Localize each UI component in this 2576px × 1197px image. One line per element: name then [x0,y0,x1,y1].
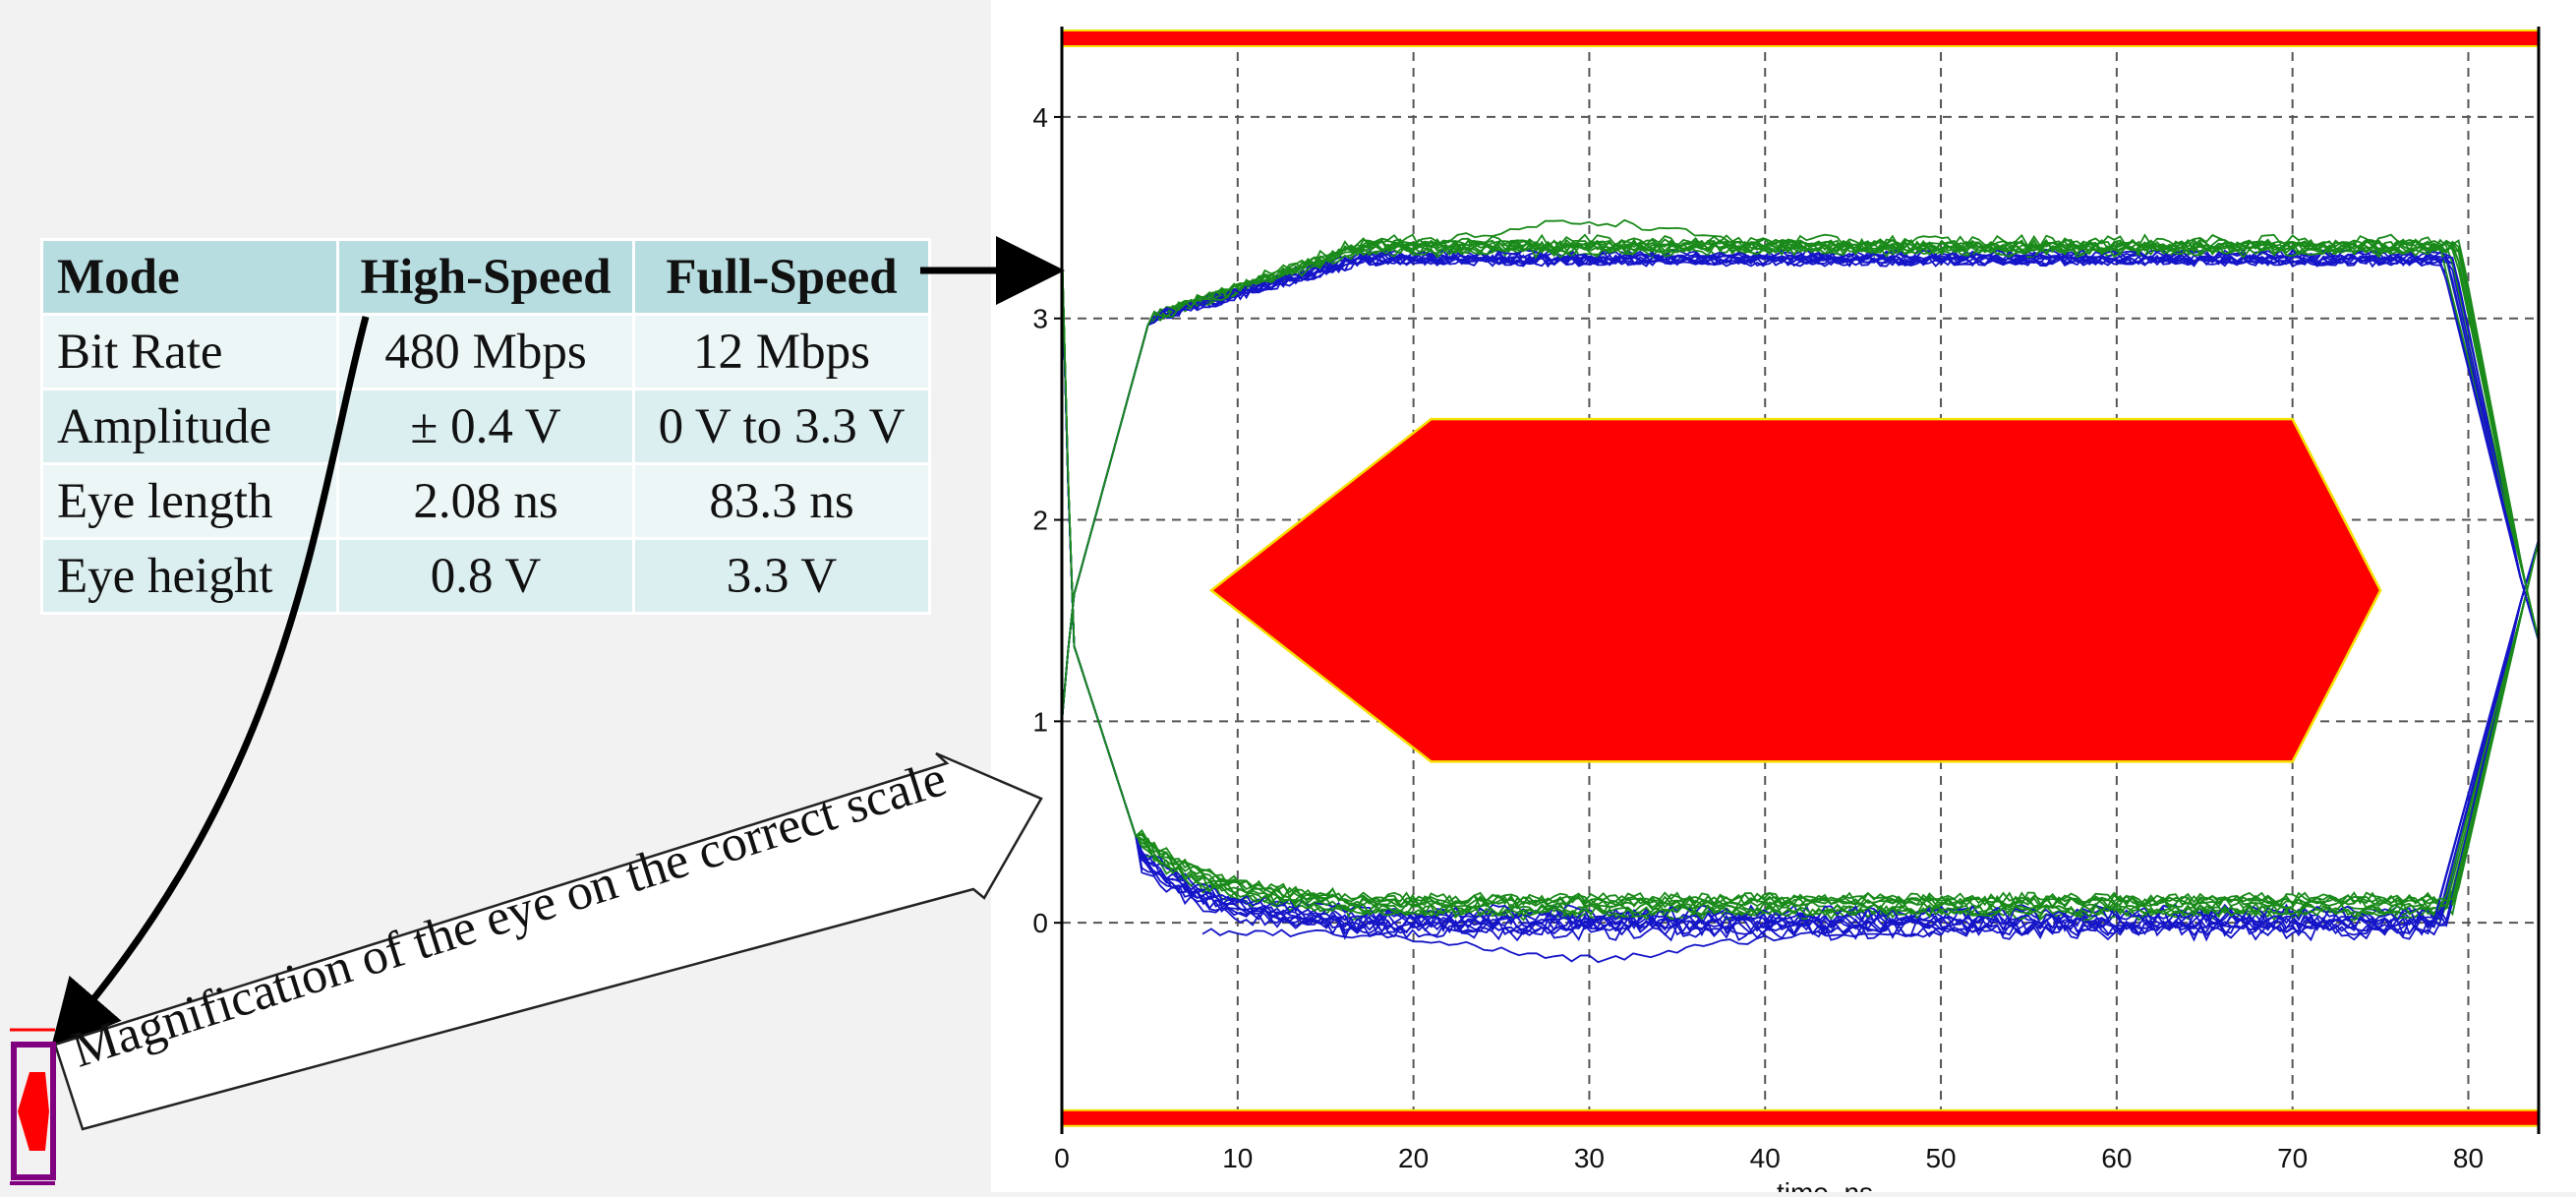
undershoot-trace [1201,928,1942,964]
high-level-trace [1061,239,2540,722]
cell-full-speed-eye-length: 83.3 ns [632,462,931,540]
y-tick-label: 4 [1032,102,1048,133]
high-level-trace [1061,244,2540,722]
header-high-speed: High-Speed [336,238,635,316]
y-tick-label: 1 [1032,706,1048,737]
x-tick-label: 10 [1222,1143,1253,1173]
x-tick-label: 30 [1574,1143,1605,1173]
x-tick-label: 40 [1750,1143,1781,1173]
tick-labels: 0 10 20 30 40 50 60 70 80 0 1 2 3 4 [1032,102,2484,1173]
low-level-trace [1061,258,2540,942]
table-row: Bit Rate 480 Mbps 12 Mbps [40,313,931,390]
mini-eye-mask [18,1072,49,1151]
magnification-block-arrow [53,751,1043,1131]
high-level-trace [1061,248,2540,722]
eye-traces [1061,218,2540,964]
table-row: Eye length 2.08 ns 83.3 ns [40,462,931,540]
header-mode: Mode [40,238,339,316]
row-label-amplitude: Amplitude [40,388,339,465]
cell-high-speed-amplitude: ± 0.4 V [336,388,635,465]
x-tick-label: 0 [1054,1143,1070,1173]
cell-high-speed-eye-length: 2.08 ns [336,462,635,540]
y-tick-label: 3 [1032,304,1048,334]
cell-high-speed-eye-height: 0.8 V [336,537,635,615]
eye-mask-polygon [1208,417,2382,763]
high-level-trace [1061,253,2540,722]
cell-high-speed-bit-rate: 480 Mbps [336,313,635,390]
cell-full-speed-amplitude: 0 V to 3.3 V [632,388,931,465]
table-row: Eye height 0.8 V 3.3 V [40,537,931,615]
usb-spec-table: Mode High-Speed Full-Speed Bit Rate 480 … [40,238,931,615]
row-label-bit-rate: Bit Rate [40,313,339,390]
header-full-speed: Full-Speed [632,238,931,316]
low-level-trace [1061,258,2540,924]
table-row: Amplitude ± 0.4 V 0 V to 3.3 V [40,388,931,465]
low-level-trace [1061,248,2540,907]
x-tick-label: 60 [2101,1143,2132,1173]
low-level-trace [1061,258,2540,933]
cell-full-speed-bit-rate: 12 Mbps [632,313,931,390]
low-level-trace [1061,248,2540,907]
low-level-trace [1061,248,2540,910]
low-level-trace [1061,258,2540,937]
eye-mask-layer [1208,417,2382,763]
high-speed-pointer-arrow [50,316,370,1050]
y-tick-label: 2 [1032,506,1048,536]
low-level-trace [1061,258,2540,927]
high-level-trace [1061,240,2540,722]
table-header-row: Mode High-Speed Full-Speed [40,238,931,316]
spec-table: Mode High-Speed Full-Speed Bit Rate 480 … [40,238,931,615]
x-tick-label: 50 [1925,1143,1956,1173]
row-label-eye-height: Eye height [40,537,339,615]
y-tick-label: 0 [1032,908,1048,938]
limit-bands [1061,30,2540,1127]
row-label-eye-length: Eye length [40,462,339,540]
x-tick-label: 70 [2277,1143,2308,1173]
x-tick-label: 20 [1398,1143,1429,1173]
cell-full-speed-eye-height: 3.3 V [632,537,931,615]
overshoot-trace [1360,218,1906,250]
mini-eye-diagram [10,1028,56,1185]
mini-eye-outline [11,1042,56,1180]
plot-axes [1060,27,2541,1134]
x-tick-label: 80 [2453,1143,2484,1173]
high-level-trace [1061,238,2540,722]
low-level-trace [1061,248,2540,919]
